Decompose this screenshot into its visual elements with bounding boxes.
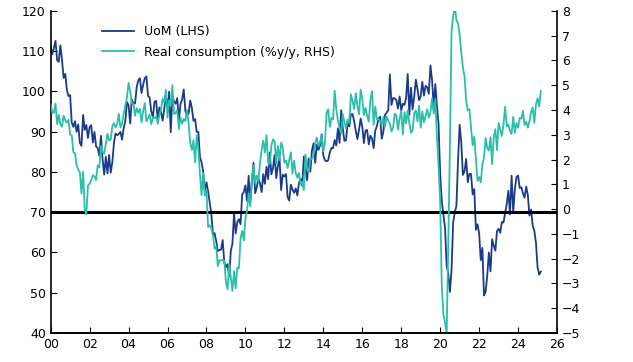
- Real consumption (%y/y, RHS): [537, 89, 544, 93]
- Real consumption (%y/y, RHS): [246, 204, 254, 209]
- UoM (LHS): [76, 141, 84, 145]
- Real consumption (%y/y, RHS): [47, 102, 54, 106]
- Real consumption (%y/y, RHS): [125, 81, 132, 85]
- Real consumption (%y/y, RHS): [443, 332, 451, 336]
- Real consumption (%y/y, RHS): [263, 133, 270, 137]
- UoM (LHS): [248, 178, 256, 183]
- Line: UoM (LHS): UoM (LHS): [51, 41, 541, 295]
- Real consumption (%y/y, RHS): [451, 5, 458, 9]
- UoM (LHS): [127, 121, 134, 126]
- UoM (LHS): [265, 177, 272, 181]
- UoM (LHS): [521, 195, 529, 200]
- UoM (LHS): [480, 293, 488, 298]
- UoM (LHS): [537, 269, 544, 274]
- Real consumption (%y/y, RHS): [521, 123, 529, 127]
- UoM (LHS): [211, 231, 218, 235]
- UoM (LHS): [47, 44, 54, 48]
- Real consumption (%y/y, RHS): [75, 168, 82, 172]
- Real consumption (%y/y, RHS): [209, 233, 216, 238]
- UoM (LHS): [52, 39, 60, 43]
- Line: Real consumption (%y/y, RHS): Real consumption (%y/y, RHS): [51, 7, 541, 334]
- Legend: UoM (LHS), Real consumption (%y/y, RHS): UoM (LHS), Real consumption (%y/y, RHS): [97, 20, 339, 64]
